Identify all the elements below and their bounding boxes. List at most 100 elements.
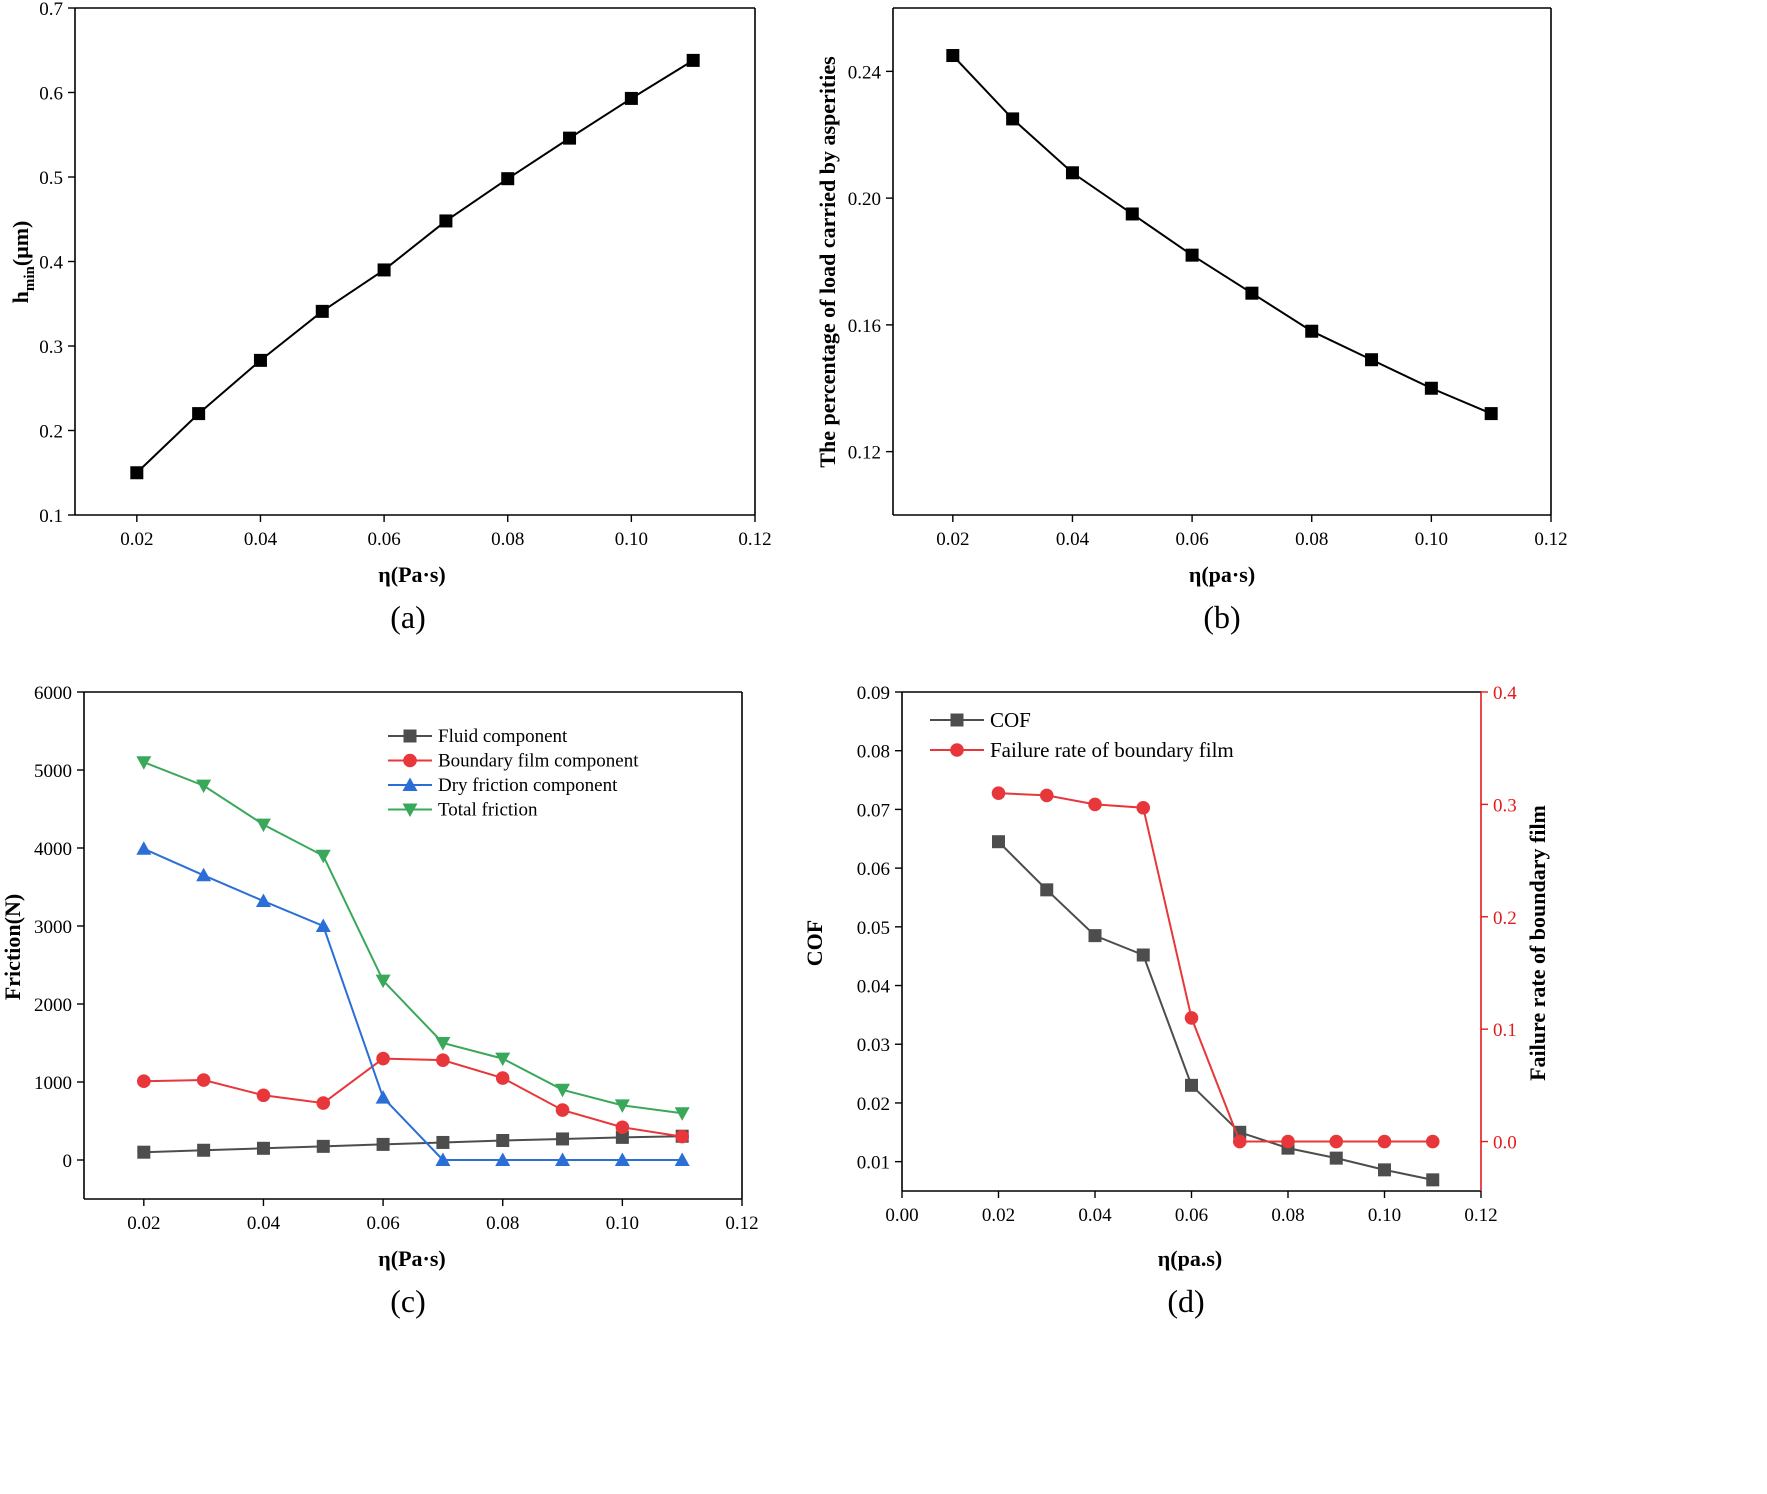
y-tick-label: 0.7 — [39, 0, 63, 20]
y-tick-label: 1000 — [34, 1073, 72, 1094]
data-point — [675, 1129, 689, 1144]
data-point — [255, 893, 271, 908]
y-tick-label: 0.1 — [39, 506, 63, 527]
data-point — [1136, 948, 1150, 962]
y-tick-label: 0.09 — [857, 683, 890, 704]
x-tick-label: 0.00 — [885, 1205, 918, 1226]
panel-a-chart: 0.02 0.04 0.06 0.08 0.10 0.12 0.1 0.2 0.3 0.4 0.5 0… — [8, 0, 772, 635]
y-tick-label: 0.20 — [848, 189, 881, 210]
y-right-tick-label: 0.2 — [1493, 908, 1517, 929]
y-right-tick-label: 0.3 — [1493, 795, 1517, 816]
y-axis-title: COF — [802, 920, 827, 966]
y-tick-label: 5000 — [34, 761, 72, 782]
data-point — [556, 1132, 570, 1146]
data-point — [316, 1139, 330, 1153]
y-right-axis-title: Failure rate of boundary film — [1525, 805, 1550, 1081]
panel-caption: (d) — [1167, 1283, 1204, 1319]
data-point — [375, 1090, 391, 1104]
series-line-0 — [952, 54, 1492, 415]
data-point — [253, 353, 267, 367]
x-tick-label: 0.04 — [1078, 1205, 1112, 1226]
y-tick-label: 0.5 — [39, 168, 63, 189]
y-right-tick-label: 0.1 — [1493, 1020, 1517, 1041]
x-tick-label: 0.08 — [1295, 529, 1328, 550]
data-point — [1184, 1011, 1199, 1025]
x-tick-label: 0.10 — [1415, 529, 1448, 550]
y-tick-label: 0.05 — [857, 918, 890, 939]
data-point — [1006, 112, 1020, 126]
data-point — [377, 263, 391, 277]
legend-label: Dry friction component — [438, 775, 618, 796]
y-axis-title: The percentage of load carried by asperi… — [815, 56, 840, 468]
data-point — [496, 1134, 510, 1147]
data-point — [1281, 1134, 1295, 1149]
data-point — [375, 974, 391, 989]
data-point — [615, 1120, 630, 1135]
data-point — [1136, 800, 1151, 815]
data-point — [376, 1137, 390, 1151]
data-point — [256, 1141, 270, 1155]
data-point — [563, 131, 577, 145]
data-point — [555, 1103, 570, 1117]
data-point — [1305, 324, 1319, 338]
x-tick-label: 0.02 — [982, 1205, 1015, 1226]
x-tick-label: 0.08 — [491, 529, 524, 550]
x-axis-title: η(pa.s) — [1158, 1246, 1222, 1271]
legend-label: Boundary film component — [438, 751, 639, 772]
data-point — [315, 849, 331, 864]
x-tick-label: 0.02 — [120, 529, 153, 550]
data-point — [196, 1073, 211, 1087]
y-tick-label: 0.4 — [39, 253, 63, 274]
y-tick-label: 0.07 — [857, 800, 890, 821]
y-axis-title: Friction(N) — [0, 894, 25, 1000]
legend-label: COF — [990, 708, 1031, 732]
y-axis-title: hmin(μm) — [8, 221, 38, 304]
x-tick-label: 0.10 — [615, 529, 648, 550]
data-point — [436, 1053, 450, 1067]
x-tick-label: 0.12 — [725, 1213, 758, 1234]
y-tick-label: 0.3 — [39, 337, 63, 358]
y-tick-label: 0.2 — [39, 422, 63, 443]
y-tick-label: 0.6 — [39, 84, 63, 105]
data-point — [624, 91, 638, 105]
data-point — [501, 172, 515, 186]
y-axis-title-subscript: min — [22, 265, 38, 291]
y-axis-title-main: h — [8, 291, 33, 303]
data-point — [1232, 1134, 1247, 1149]
data-point — [1125, 207, 1139, 221]
x-tick-label: 0.10 — [606, 1213, 639, 1234]
series-line-0 — [136, 59, 694, 474]
data-point — [1329, 1134, 1344, 1149]
data-point — [495, 1152, 511, 1166]
legend-marker — [950, 743, 964, 757]
data-point — [435, 1037, 451, 1051]
data-point — [946, 49, 960, 63]
data-point — [1088, 929, 1102, 943]
legend-label: Fluid component — [438, 726, 568, 747]
data-point — [992, 835, 1005, 849]
x-tick-label: 0.08 — [486, 1213, 519, 1234]
data-point — [495, 1052, 511, 1067]
x-tick-label: 0.02 — [936, 529, 969, 550]
legend-marker — [950, 713, 964, 727]
data-point — [376, 1051, 390, 1066]
data-point — [1065, 166, 1079, 180]
data-point — [1185, 1078, 1198, 1092]
panel-caption: (c) — [390, 1283, 426, 1319]
y-tick-label: 0.02 — [857, 1094, 890, 1115]
x-tick-label: 0.04 — [244, 529, 278, 550]
y-tick-label: 2000 — [34, 995, 72, 1016]
x-tick-label: 0.12 — [1534, 529, 1567, 550]
data-point — [991, 786, 1006, 800]
x-tick-label: 0.10 — [1368, 1205, 1401, 1226]
data-point — [196, 867, 212, 882]
data-point — [1484, 407, 1498, 421]
legend-label: Failure rate of boundary film — [990, 738, 1234, 762]
data-point — [1425, 1134, 1440, 1149]
y-tick-label: 0.16 — [848, 316, 881, 337]
y-tick-label: 0.12 — [848, 443, 881, 464]
data-point — [435, 1152, 451, 1166]
y-right-tick-label: 0.4 — [1493, 683, 1517, 704]
x-tick-label: 0.06 — [367, 529, 400, 550]
